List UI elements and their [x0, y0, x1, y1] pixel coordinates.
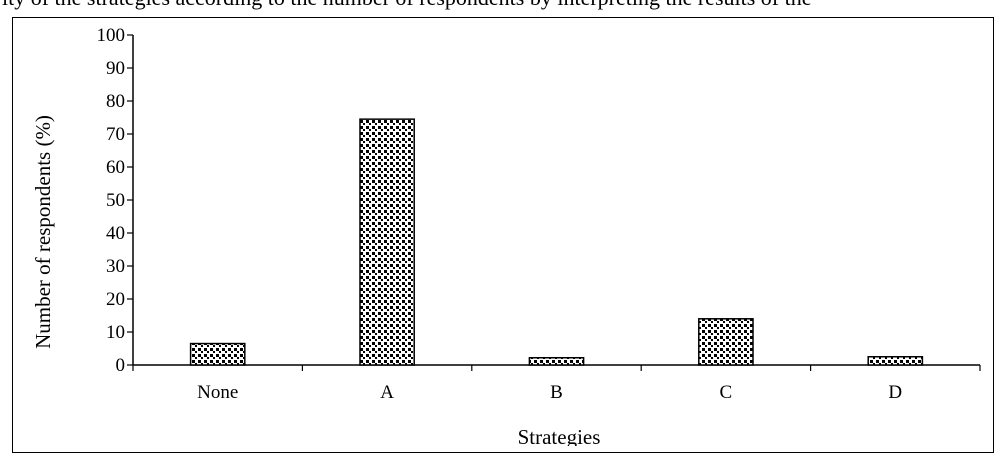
bar-b — [528, 356, 585, 366]
x-axis-title: Strategies — [518, 425, 601, 446]
x-tick-label: C — [720, 382, 733, 403]
y-axis-title: Number of respondents (%) — [31, 115, 55, 349]
x-tick-label: None — [197, 382, 238, 403]
y-tick-label: 20 — [106, 289, 125, 310]
y-tick-label: 70 — [106, 124, 125, 145]
figure-caption-fragment: ity of the strategies according to the n… — [2, 0, 995, 11]
x-axis: None A B C D — [132, 364, 981, 403]
y-axis: 0 10 20 30 40 50 60 70 80 90 100 — [97, 25, 134, 376]
bar-d — [867, 356, 924, 366]
y-tick-label: 10 — [106, 322, 125, 343]
y-tick-label: 100 — [97, 25, 126, 46]
bar-c — [698, 318, 754, 366]
x-tick-label: B — [550, 382, 563, 403]
y-tick-label: 30 — [106, 256, 125, 277]
y-tick-label: 90 — [106, 58, 125, 79]
y-tick-label: 0 — [116, 355, 126, 376]
x-tick-label: D — [888, 382, 902, 403]
y-tick-label: 60 — [106, 157, 125, 178]
x-tick-label: A — [380, 382, 394, 403]
y-tick-label: 40 — [106, 223, 125, 244]
bar-none — [189, 342, 246, 366]
bars — [189, 118, 924, 366]
y-tick-label: 80 — [106, 91, 125, 112]
bar-a — [359, 118, 415, 366]
y-tick-label: 50 — [106, 190, 125, 211]
